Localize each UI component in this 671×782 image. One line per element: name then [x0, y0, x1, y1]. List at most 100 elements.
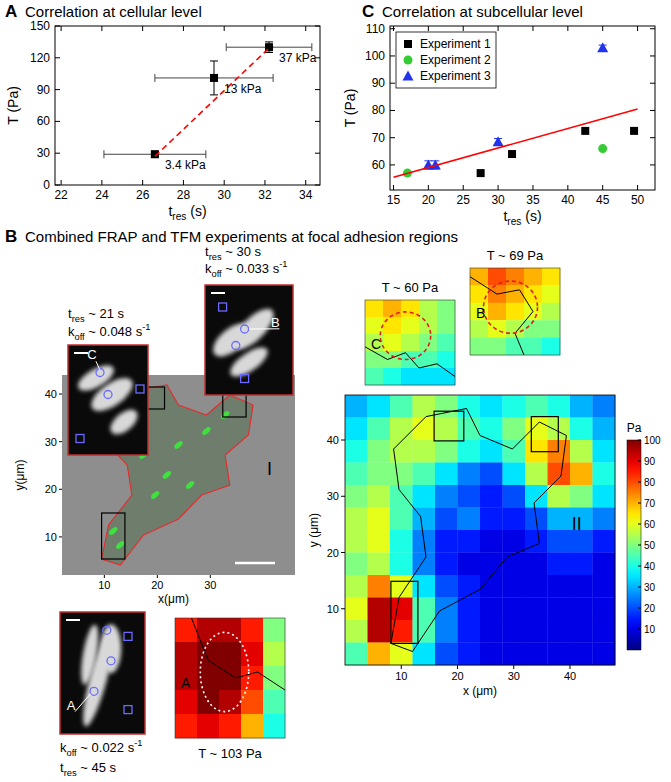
heat-cell: [525, 620, 548, 643]
x-tick-label: 30: [508, 670, 520, 682]
heat-cell: [525, 575, 548, 598]
x-tick: [183, 26, 184, 31]
heat-cell: [480, 463, 503, 486]
y-tick: [650, 137, 655, 138]
heat-cell: [570, 485, 593, 508]
y-tick-label: 60: [37, 114, 51, 128]
heat-cell: [480, 598, 503, 621]
heat-cell: [525, 418, 548, 441]
reference-roi: [124, 706, 132, 714]
heat-cell: [548, 463, 571, 486]
y-tick: [315, 26, 320, 27]
heat-cell: [480, 620, 503, 643]
heat-cell: [263, 642, 285, 666]
colorbar-tick: [638, 566, 641, 567]
heat-cell: [470, 285, 488, 303]
region-label: A: [67, 698, 76, 713]
x-tick-label: 20: [451, 670, 463, 682]
heat-cell: [593, 508, 616, 531]
heat-cell: [413, 575, 436, 598]
heat-cell: [345, 575, 368, 598]
heat-cell: [548, 530, 571, 553]
label-part: -1: [134, 738, 142, 748]
y-axis-label: T (Pa): [342, 89, 358, 128]
heat-cell: [435, 530, 458, 553]
heat-cell: [548, 620, 571, 643]
y-tick: [650, 83, 655, 84]
label-part: ~ 0.022 s: [77, 740, 135, 755]
adhesion-circle: [484, 281, 538, 333]
y-tick: [650, 110, 655, 111]
heat-cell: [368, 553, 391, 576]
heat-cell: [480, 643, 503, 666]
heat-cell: [435, 643, 458, 666]
heat-cell: [390, 598, 413, 621]
x-tick-label: 45: [596, 193, 610, 207]
label-part: ~ 0.048 s: [85, 324, 143, 339]
x-tick-label: 15: [387, 193, 401, 207]
cell-outline: [391, 409, 567, 652]
frap-roi: [103, 626, 111, 634]
fluorescence-blob: [78, 623, 102, 685]
data-point: [597, 42, 608, 52]
y-axis-label: y(μm): [13, 460, 27, 491]
data-point: [581, 127, 589, 135]
frap-annotation: koff ~ 0.022 s-1: [60, 738, 143, 758]
y-tick: [55, 57, 60, 58]
label-part: res: [64, 768, 77, 778]
plot-frame: [55, 26, 320, 185]
frap-inset: Btres ~ 30 skoff ~ 0.033 s-1: [205, 244, 293, 395]
heat-cell: [368, 508, 391, 531]
panel-b: BCombined FRAP and TFM experiments at fo…: [5, 227, 458, 778]
heat-cell: [419, 300, 437, 317]
x-tick: [532, 26, 533, 31]
fit-line: [155, 46, 271, 156]
x-tick: [428, 185, 429, 190]
scatter-chart: ACorrelation at cellular level2224262830…: [5, 2, 320, 222]
colorbar-tick-label: 100: [644, 435, 661, 446]
heat-cell: [503, 620, 526, 643]
x-tick: [61, 180, 62, 185]
legend: Experiment 1Experiment 2Experiment 3: [396, 32, 496, 88]
heat-cell: [437, 317, 455, 334]
scatter-chart: CCorrelation at subcellular level1520253…: [342, 2, 655, 227]
x-tick: [101, 180, 102, 185]
frap-roi: [104, 391, 112, 399]
heat-cell: [548, 418, 571, 441]
x-error-cap: [226, 43, 227, 51]
y-error-bar: [210, 61, 218, 95]
heat-cell: [524, 320, 542, 338]
heat-cell: [368, 485, 391, 508]
colorbar-tick-label: 90: [644, 456, 656, 467]
heat-cell: [365, 300, 383, 317]
heat-cell: [525, 395, 548, 418]
y-tick-label: 0: [43, 178, 50, 192]
heat-cell: [503, 418, 526, 441]
colorbar-tick-label: 10: [644, 624, 656, 635]
x-tick-label: 30: [491, 193, 505, 207]
label-part: off: [212, 269, 223, 279]
heat-cell: [345, 530, 368, 553]
scale-bar: [74, 352, 88, 354]
scale-bar: [66, 619, 80, 621]
heat-cell: [470, 338, 488, 356]
heat-cell: [383, 368, 401, 385]
heat-cell: [525, 530, 548, 553]
legend-label: Experiment 3: [420, 69, 491, 83]
legend-box: [396, 32, 496, 88]
heat-cell: [470, 320, 488, 338]
heat-cell: [593, 553, 616, 576]
heat-cell: [368, 395, 391, 418]
frap-image: [205, 285, 293, 395]
heat-cell: [506, 320, 524, 338]
heat-cell: [593, 575, 616, 598]
label-part: ~ 30 s: [222, 244, 262, 259]
y-tick-label: 20: [45, 483, 57, 495]
frap-annotation: tres ~ 21 s: [68, 306, 124, 324]
x-tick-label: 32: [258, 188, 272, 202]
heat-cell: [570, 643, 593, 666]
x-tick: [602, 185, 603, 190]
heat-cell: [219, 618, 241, 642]
fit-line: [393, 109, 637, 177]
heat-cell: [390, 508, 413, 531]
